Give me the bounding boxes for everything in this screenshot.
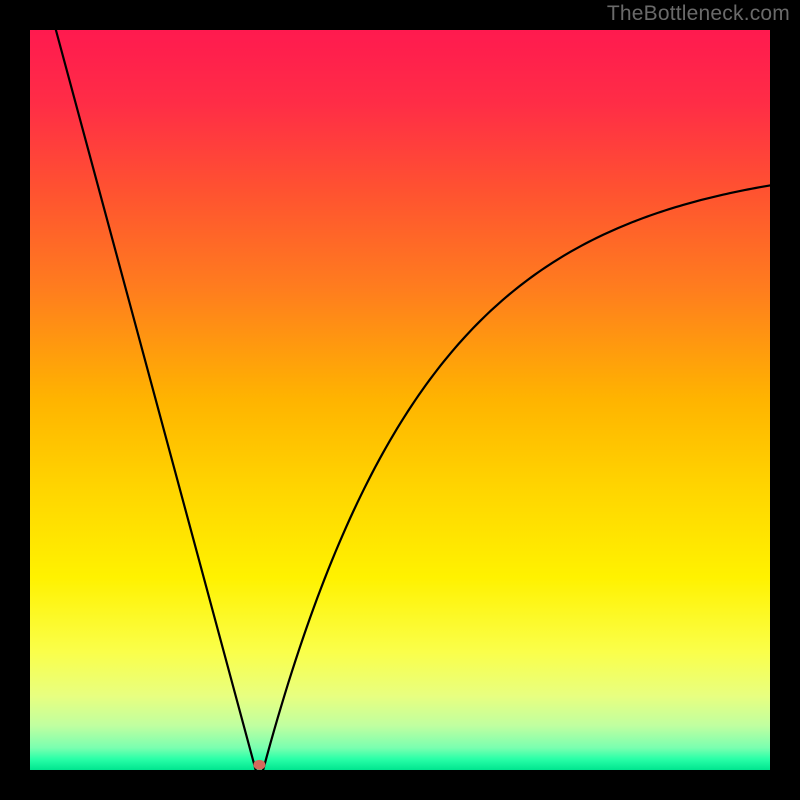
optimum-marker	[253, 760, 265, 770]
bottleneck-v-chart	[0, 0, 800, 800]
plot-background	[30, 30, 770, 770]
chart-stage: TheBottleneck.com	[0, 0, 800, 800]
watermark-text: TheBottleneck.com	[607, 2, 790, 26]
